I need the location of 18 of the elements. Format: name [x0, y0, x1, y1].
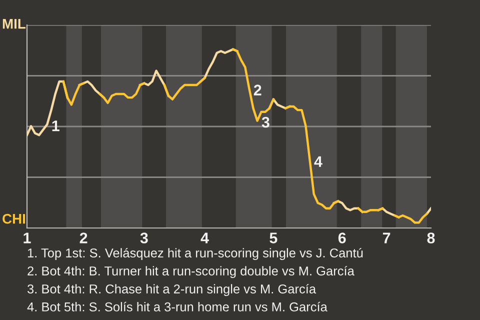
text: 3. Bot 4th: R. Chase hit a 2-run single vs M. García — [27, 284, 316, 296]
x-tick-label: 1 — [24, 232, 31, 244]
x-tick-label: 8 — [427, 232, 435, 244]
annotation: 1 — [52, 120, 60, 132]
text: 2. Bot 4th: B. Turner hit a run-scoring double vs M. García — [28, 266, 354, 278]
x-tick-label: 3 — [140, 232, 148, 244]
annotation: 4 — [314, 156, 322, 167]
text: 4. Bot 5th: S. Solís hit a 3-run home run vs M. García — [27, 302, 328, 312]
text: MIL — [2, 19, 26, 29]
x-tick-label: 4 — [200, 232, 209, 244]
x-tick-label: 6 — [338, 232, 346, 244]
annotation: 2 — [254, 84, 262, 96]
x-tick-label: 5 — [270, 232, 278, 244]
annotation: 3 — [262, 116, 270, 128]
x-tick-label: 2 — [80, 232, 88, 244]
text: CHI — [2, 214, 25, 224]
x-tick-label: 7 — [382, 232, 390, 244]
text: 1. Top 1st: S. Velásquez hit a run-scoring single vs J. Cantú — [28, 248, 363, 260]
